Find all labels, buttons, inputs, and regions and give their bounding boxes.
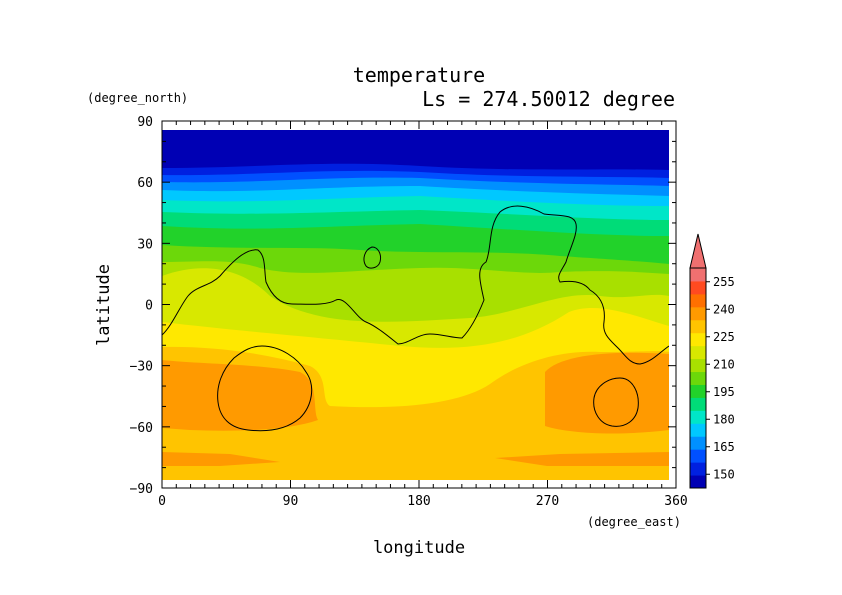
colorbar-swatch xyxy=(690,358,706,373)
colorbar-swatch xyxy=(690,268,706,282)
colorbar-swatch xyxy=(690,410,706,424)
axis-ticks xyxy=(161,120,677,489)
colorbar-tick-label: 165 xyxy=(713,440,735,454)
band-south-edge xyxy=(162,466,669,480)
topography-contours xyxy=(162,205,669,432)
chart-title: temperature xyxy=(353,63,485,87)
colorbar-swatch xyxy=(690,384,706,398)
colorbar-frame xyxy=(689,267,707,489)
x-tick-label: 0 xyxy=(158,494,166,509)
contour-northern-boundary xyxy=(162,205,669,365)
x-tick-label: 90 xyxy=(283,494,299,509)
colorbar: 150 165 180 195 210 225 240 255 xyxy=(689,233,735,489)
y-units-label: (degree_north) xyxy=(87,91,188,105)
band-orange-west xyxy=(162,360,318,431)
x-units-label: (degree_east) xyxy=(587,515,681,529)
colorbar-tick-label: 195 xyxy=(713,385,735,399)
colorbar-swatch xyxy=(690,293,706,308)
y-tick-labels: 90 60 30 0 −30 −60 −90 xyxy=(130,115,153,497)
x-tick-label: 270 xyxy=(536,494,559,509)
colorbar-swatch xyxy=(690,280,706,295)
y-tick-label: 30 xyxy=(137,237,153,252)
colorbar-swatch xyxy=(690,423,706,437)
y-tick-label: −60 xyxy=(130,421,153,436)
colorbar-tick-label: 240 xyxy=(713,302,735,316)
colorbar-tick-label: 150 xyxy=(713,467,735,481)
colorbar-tick-label: 225 xyxy=(713,330,735,344)
y-tick-label: −30 xyxy=(130,360,153,375)
colorbar-tick-label: 255 xyxy=(713,275,735,289)
x-tick-labels: 0 90 180 270 360 xyxy=(158,494,688,509)
chart-subtitle: Ls = 274.50012 degree xyxy=(422,87,675,111)
colorbar-swatch xyxy=(690,371,706,385)
colorbar-tick-label: 210 xyxy=(713,357,735,371)
colorbar-swatch xyxy=(690,319,706,334)
colorbar-swatch xyxy=(690,462,706,476)
colorbar-extend-arrow xyxy=(689,233,707,269)
band-orange-east xyxy=(545,352,669,434)
colorbar-swatch xyxy=(690,397,706,411)
colorbar-swatch xyxy=(690,306,706,321)
y-axis-label: latitude xyxy=(94,264,114,346)
y-tick-label: 0 xyxy=(145,299,153,314)
y-tick-label: 90 xyxy=(137,115,153,130)
band-south-pole-east xyxy=(495,452,669,468)
colorbar-swatch xyxy=(690,436,706,450)
contour-small-island xyxy=(363,246,381,269)
colorbar-swatch xyxy=(690,345,706,360)
x-tick-label: 360 xyxy=(664,494,687,509)
y-tick-label: 60 xyxy=(137,176,153,191)
x-tick-label: 180 xyxy=(407,494,430,509)
y-tick-label: −90 xyxy=(130,482,153,497)
colorbar-tick-label: 180 xyxy=(713,412,735,426)
colorbar-swatch xyxy=(690,332,706,347)
contour-argyre-basin xyxy=(593,377,639,427)
band-south-pole-west xyxy=(162,452,280,466)
colorbar-swatch xyxy=(690,449,706,463)
contour-hellas-basin xyxy=(217,345,313,432)
colorbar-swatch xyxy=(690,475,706,489)
x-axis-label: longitude xyxy=(373,538,465,558)
